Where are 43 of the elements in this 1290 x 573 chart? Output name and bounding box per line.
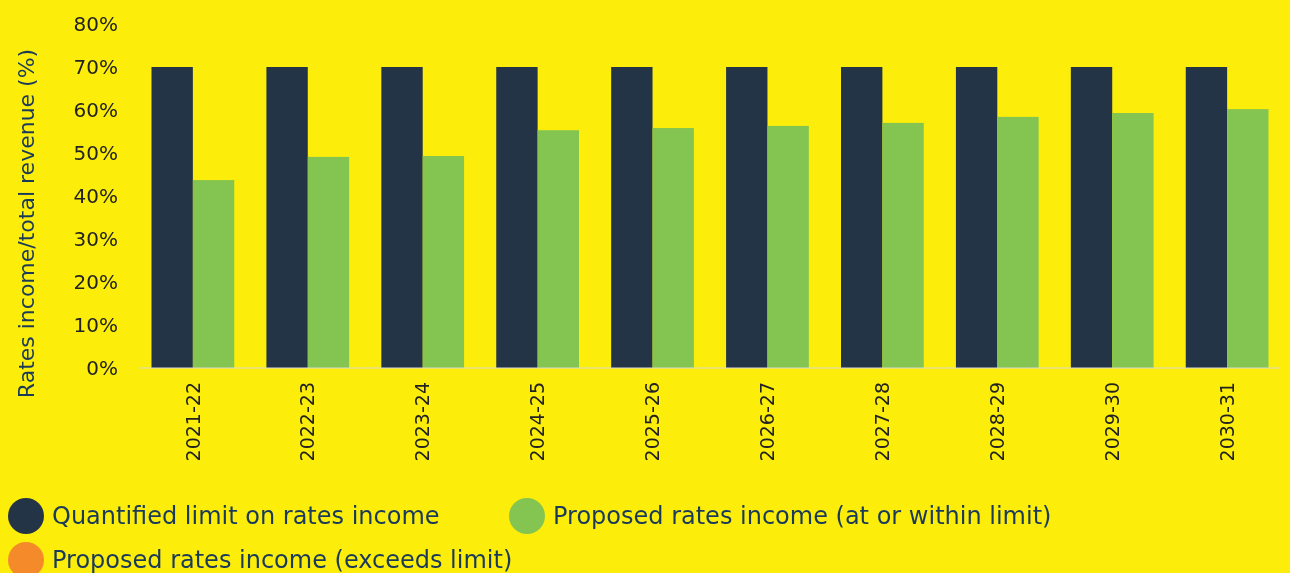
legend-label: Proposed rates income (at or within limit) (553, 502, 1052, 531)
bar (192, 180, 235, 368)
bar (537, 130, 579, 368)
y-tick-label: 80% (73, 12, 118, 36)
y-tick-label: 10% (73, 313, 118, 337)
bar (1112, 113, 1154, 368)
bar (151, 67, 193, 368)
bar (767, 125, 809, 368)
bar (1185, 67, 1228, 368)
y-tick-label: 60% (73, 98, 118, 122)
bar (422, 156, 465, 368)
x-tick-label: 2023-24 (411, 382, 434, 462)
x-tick-label: 2025-26 (641, 382, 664, 462)
x-tick-label: 2021-22 (181, 382, 204, 462)
y-tick-label: 50% (73, 141, 118, 165)
bar (611, 67, 653, 368)
x-tick-label: 2024-25 (526, 382, 549, 462)
y-tick-label: 20% (73, 270, 118, 294)
y-axis-title: Rates income/total revenue (%) (14, 48, 39, 399)
bar (841, 67, 883, 368)
x-tick-label: 2029-30 (1100, 382, 1123, 462)
y-tick-label: 70% (73, 55, 118, 79)
bar (955, 67, 998, 368)
legend-label: Quantified limit on rates income (52, 502, 440, 531)
x-tick-label: 2022-23 (296, 382, 319, 462)
bar (997, 116, 1039, 368)
bar (1227, 109, 1269, 368)
y-tick-label: 40% (73, 184, 118, 208)
y-tick-label: 0% (86, 356, 118, 380)
x-tick-label: 2027-28 (871, 382, 894, 462)
legend-label: Proposed rates income (exceeds limit) (52, 546, 513, 573)
x-tick-label: 2028-29 (985, 382, 1008, 462)
bar (652, 128, 694, 368)
bar (266, 67, 308, 368)
y-tick-label: 30% (73, 227, 118, 251)
bar (726, 67, 768, 368)
bar (1070, 67, 1113, 368)
bar (496, 67, 538, 368)
x-tick-label: 2026-27 (756, 382, 779, 462)
bar (381, 67, 423, 368)
x-tick-label: 2030-31 (1215, 382, 1238, 462)
bar (307, 156, 350, 368)
bar (882, 122, 924, 368)
